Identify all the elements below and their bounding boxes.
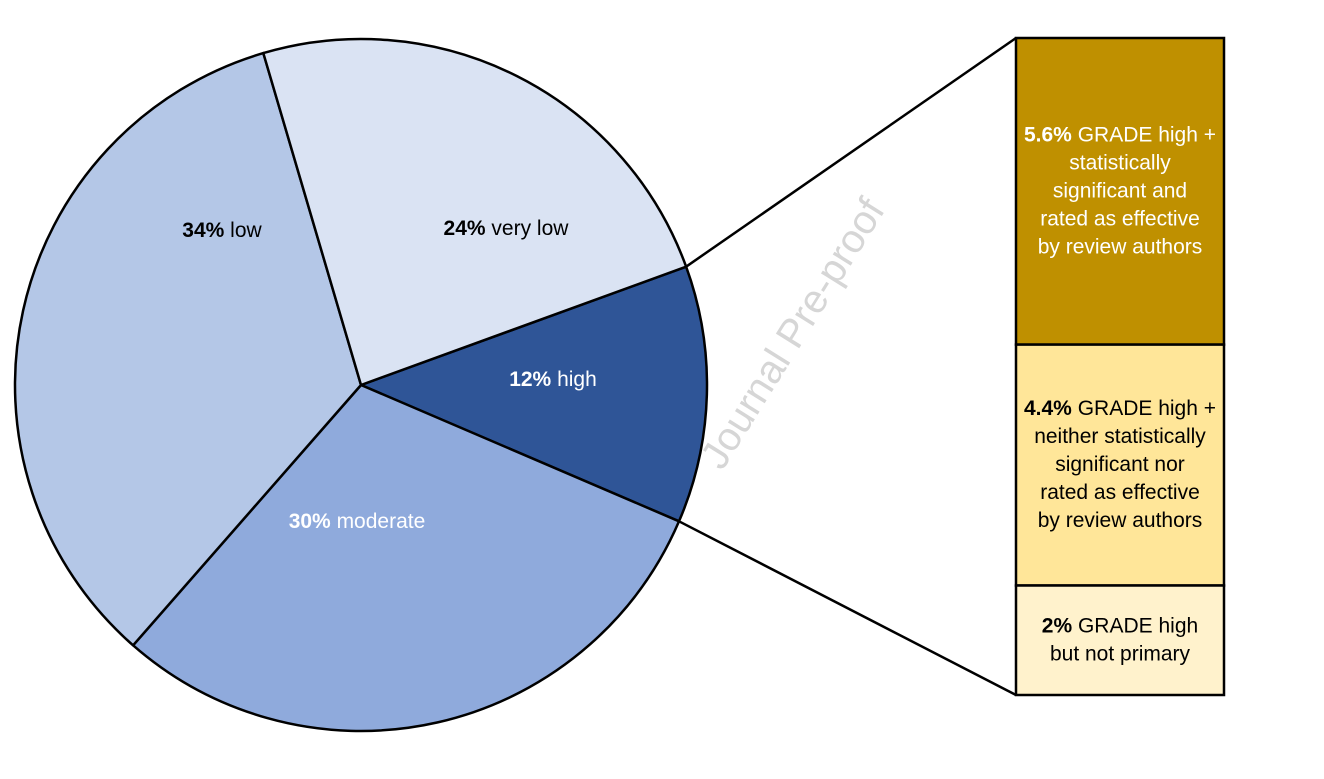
pie-chart: 12% high 30% moderate 34% low 24% very low <box>13 37 709 733</box>
pie-label-very-low: 24% very low <box>444 217 570 240</box>
bar-segment-label-1: 5.6% GRADE high + statistically significan… <box>1024 123 1216 258</box>
bar-segment-2 <box>1014 343 1226 587</box>
pie-slice-low <box>13 51 363 647</box>
pie-slice-moderate <box>131 383 681 733</box>
pie-label-moderate: 30% moderate <box>289 510 426 533</box>
bar-segment-label-2: 4.4% GRADE high + neither statistically si… <box>1024 397 1216 532</box>
connector-line-top <box>685 36 1017 268</box>
bar-segment-label-3: 2% GRADE high but not primary <box>1042 614 1198 665</box>
bar-segment-3 <box>1014 584 1226 697</box>
pie-slice-high <box>359 265 709 523</box>
pie-slice-very-low <box>262 37 688 387</box>
watermark-text: Journal Pre-proof <box>692 190 894 476</box>
pie-label-high: 12% high <box>509 368 597 391</box>
pie-label-low: 34% low <box>182 219 262 242</box>
breakdown-bar: 5.6% GRADE high + statistically significan… <box>1014 36 1226 697</box>
connector-line-bottom <box>678 520 1017 697</box>
